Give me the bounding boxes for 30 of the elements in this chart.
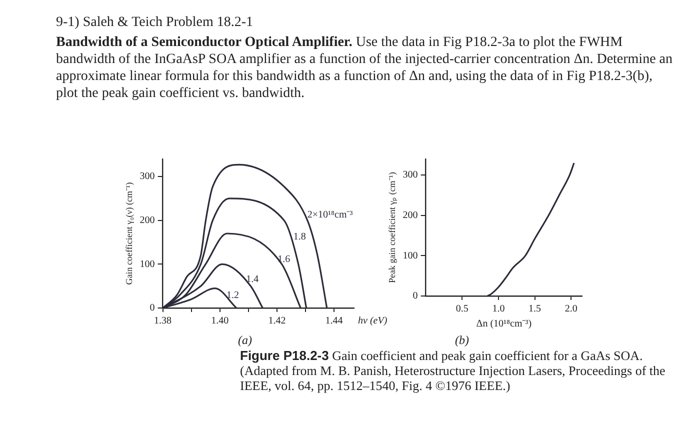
y-tick-label: 300: [140, 171, 155, 182]
x-axis-title: Δn (10¹⁸cm⁻³): [476, 318, 532, 330]
x-tick-label: 1.38: [154, 316, 172, 327]
y-axis-title: Peak gain coefficient γₚ (cm⁻¹): [386, 172, 398, 283]
text: (a): [238, 333, 252, 348]
y-tick-label: 200: [402, 210, 418, 222]
x-tick-label: 1.40: [211, 316, 229, 327]
series-label: 1.2: [226, 290, 240, 301]
text: Bandwidth of a Semiconductor Optical Amplifier.: [56, 35, 352, 50]
y-tick-label: 100: [402, 250, 418, 262]
series-label: 1.6: [278, 254, 290, 266]
x-tick-label: 1.0: [492, 304, 505, 315]
x-tick-label: 2.0: [564, 304, 578, 315]
y-tick-label: 300: [402, 170, 418, 181]
series-label: 1.8: [293, 231, 306, 242]
x-axis-title: hν (eV): [358, 316, 388, 327]
x-tick-label: 1.5: [528, 304, 542, 315]
x-tick-label: 1.44: [325, 316, 343, 327]
y-tick-label: 0: [150, 302, 155, 314]
chart-title: 9-1) Saleh & Teich Problem 18.2-1: [56, 14, 254, 31]
x-tick-label: 1.42: [268, 316, 286, 327]
y-tick-label: 100: [140, 258, 155, 270]
x-tick-label: 0.5: [456, 304, 468, 315]
series-label: 2×10¹⁸cm⁻³: [307, 209, 353, 220]
caption: Figure P18.2-3: [240, 348, 329, 363]
y-tick-label: 200: [140, 214, 155, 226]
text: (b): [455, 333, 469, 348]
series-label: 1.4: [246, 274, 259, 286]
y-axis-title: Gain coefficient γ₀(ν) (cm⁻¹): [124, 182, 134, 285]
y-tick-label: 0: [412, 290, 418, 302]
